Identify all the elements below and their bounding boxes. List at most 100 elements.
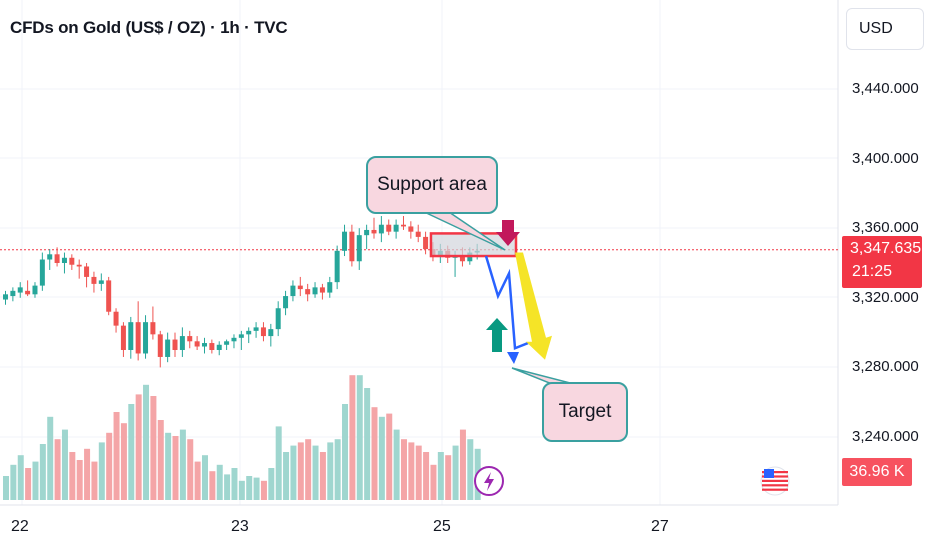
volume-bar bbox=[319, 452, 326, 500]
candle-body bbox=[179, 336, 185, 350]
volume-bar bbox=[113, 412, 120, 500]
y-tick-label: 3,400.000 bbox=[852, 150, 919, 167]
candle-body bbox=[371, 229, 377, 234]
volume-bar bbox=[194, 461, 201, 500]
blue-projection-path bbox=[484, 255, 529, 351]
volume-bar bbox=[157, 420, 164, 500]
candle-body bbox=[135, 322, 141, 354]
candle-body bbox=[319, 287, 325, 293]
volume-bar bbox=[297, 442, 304, 500]
candle-body bbox=[3, 294, 8, 300]
candle-body bbox=[408, 226, 414, 232]
volume-bar bbox=[76, 460, 83, 500]
candle-body bbox=[334, 250, 340, 283]
candle-body bbox=[327, 282, 333, 293]
green-up-arrow bbox=[486, 318, 508, 352]
volume-bar bbox=[224, 474, 231, 500]
analysis-drawings bbox=[419, 209, 790, 496]
us-flag-icon[interactable] bbox=[760, 466, 790, 496]
candle-body bbox=[54, 254, 60, 263]
volume-bar bbox=[305, 439, 312, 500]
blue-arrow-head bbox=[507, 352, 519, 364]
yellow-projection-arrow bbox=[515, 252, 552, 360]
volume-bar bbox=[445, 455, 452, 500]
currency-button[interactable]: USD bbox=[846, 8, 924, 50]
candle-body bbox=[172, 339, 178, 350]
candle-body bbox=[216, 344, 222, 350]
volume-bar bbox=[268, 468, 275, 500]
candle-body bbox=[120, 325, 126, 350]
candle-body bbox=[238, 334, 244, 338]
candle-body bbox=[98, 280, 104, 284]
y-tick-label: 3,360.000 bbox=[852, 219, 919, 236]
red-down-arrow bbox=[496, 220, 520, 246]
volume-bar bbox=[106, 432, 113, 500]
candle-body bbox=[17, 287, 23, 293]
volume-bar bbox=[165, 432, 172, 500]
candle-body bbox=[76, 264, 82, 267]
volume-bar bbox=[290, 445, 297, 500]
volume-bar bbox=[327, 442, 334, 500]
volume-bar bbox=[135, 394, 142, 500]
volume-bar bbox=[91, 461, 98, 500]
y-tick-label: 3,240.000 bbox=[852, 428, 919, 445]
volume-bar bbox=[187, 439, 194, 500]
target-callout: Target bbox=[542, 382, 628, 442]
y-tick-label: 3,280.000 bbox=[852, 358, 919, 375]
candle-body bbox=[246, 330, 252, 335]
volume-bar bbox=[430, 464, 437, 500]
candlestick-series bbox=[3, 216, 480, 368]
lightning-icon[interactable] bbox=[474, 466, 504, 496]
volume-bar bbox=[143, 384, 150, 500]
candle-body bbox=[10, 290, 16, 297]
candle-body bbox=[61, 257, 67, 263]
volume-bar bbox=[253, 477, 260, 500]
candle-body bbox=[150, 322, 156, 335]
candle-body bbox=[378, 224, 384, 234]
candle-body bbox=[297, 285, 303, 290]
volume-bar bbox=[238, 480, 245, 500]
volume-bar bbox=[54, 439, 61, 500]
volume-bar bbox=[342, 404, 349, 500]
volume-bar bbox=[10, 464, 17, 500]
volume-bar bbox=[47, 416, 54, 500]
y-tick-label: 3,320.000 bbox=[852, 289, 919, 306]
volume-bar bbox=[260, 480, 267, 500]
candle-body bbox=[39, 259, 45, 286]
volume-bar bbox=[415, 445, 422, 500]
volume-bar bbox=[275, 426, 282, 500]
volume-value-tag: 36.96 K bbox=[842, 458, 912, 486]
volume-bar bbox=[400, 439, 407, 500]
candle-body bbox=[224, 341, 230, 345]
volume-bar bbox=[393, 429, 400, 500]
x-tick-label: 22 bbox=[11, 518, 29, 535]
volume-bar bbox=[32, 461, 39, 500]
volume-bar bbox=[467, 439, 474, 500]
volume-bar bbox=[150, 396, 157, 500]
volume-bar bbox=[69, 452, 76, 500]
candle-body bbox=[157, 334, 163, 357]
candle-body bbox=[106, 280, 112, 312]
volume-bar bbox=[349, 375, 356, 500]
volume-bar bbox=[246, 476, 253, 500]
last-price-value: 3,347.635 bbox=[850, 240, 922, 257]
candle-body bbox=[32, 285, 38, 295]
candle-body bbox=[275, 308, 281, 330]
volume-bar bbox=[408, 442, 415, 500]
volume-bar bbox=[364, 388, 371, 500]
candle-body bbox=[415, 231, 421, 237]
volume-bar bbox=[84, 448, 91, 500]
candle-body bbox=[349, 231, 355, 262]
last-price-tag: 3,347.635 21:25 bbox=[842, 236, 922, 288]
candle-body bbox=[386, 224, 392, 232]
candle-body bbox=[290, 285, 296, 297]
x-tick-label: 27 bbox=[651, 518, 669, 535]
volume-bar bbox=[201, 455, 208, 500]
x-tick-label: 25 bbox=[433, 518, 451, 535]
candle-body bbox=[305, 289, 311, 295]
candle-body bbox=[231, 337, 237, 342]
candle-body bbox=[69, 257, 75, 265]
volume-bars bbox=[3, 375, 481, 500]
candle-body bbox=[25, 290, 31, 295]
